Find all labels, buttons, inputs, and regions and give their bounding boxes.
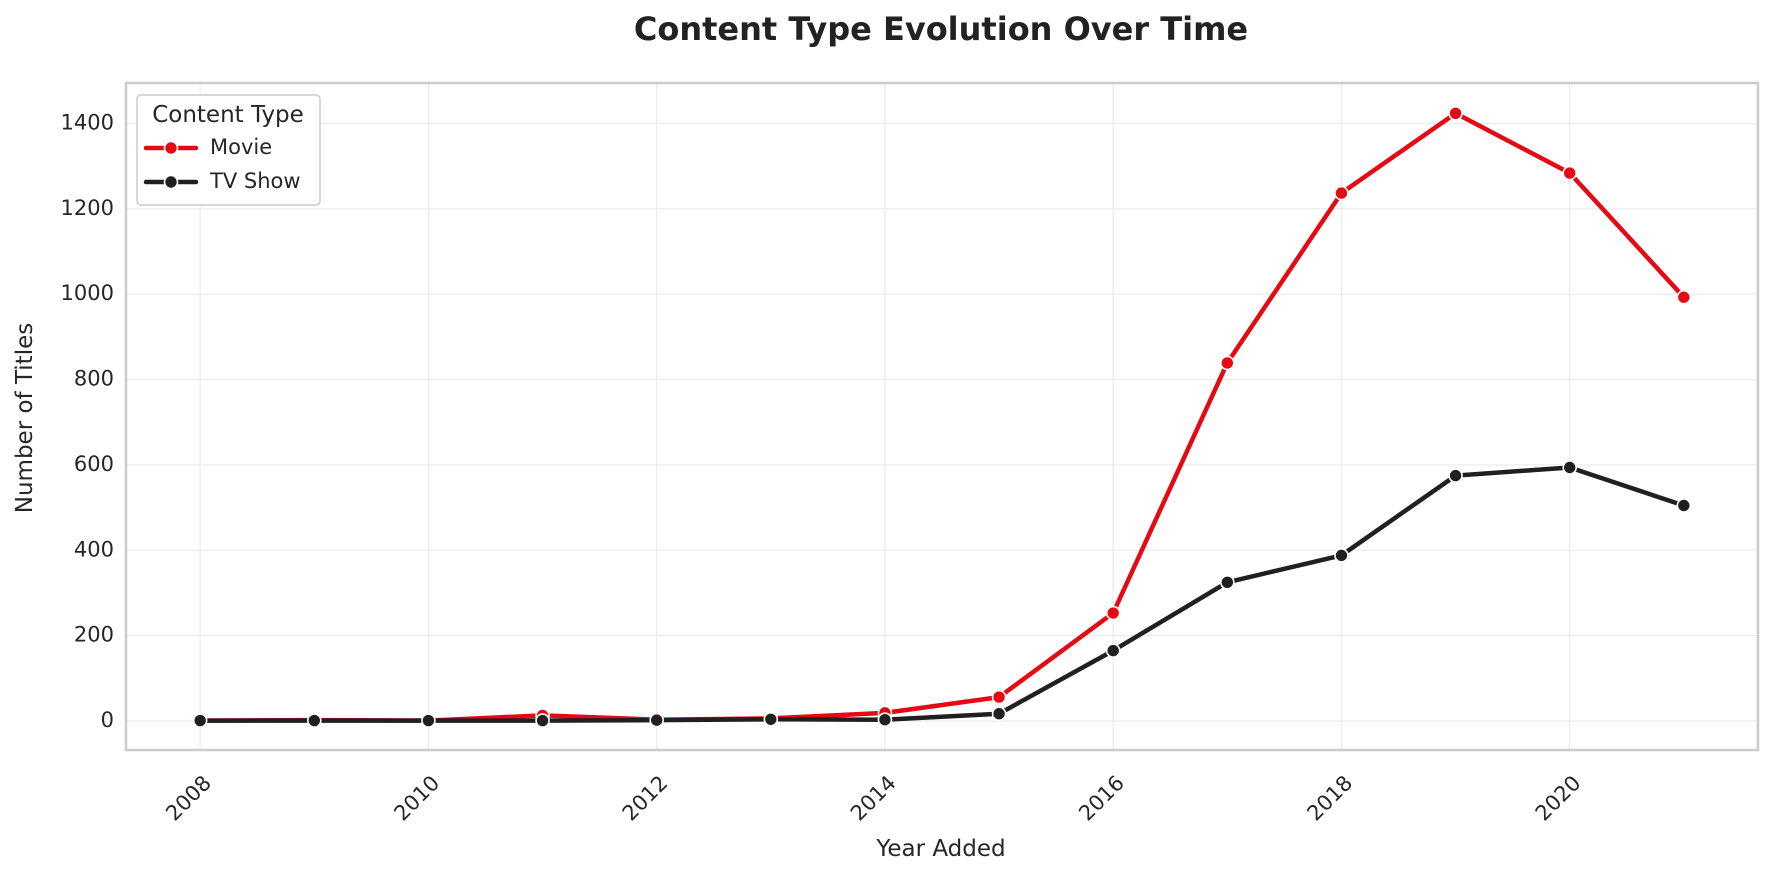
data-point-tv-show: [307, 713, 322, 728]
data-point-movie: [991, 689, 1007, 705]
y-tick-label: 200: [74, 623, 114, 647]
legend-entry-tv-show: TV Show: [143, 169, 301, 193]
y-tick-label: 400: [74, 537, 114, 561]
x-tick-label: 2012: [618, 771, 673, 826]
data-point-movie: [1676, 289, 1692, 305]
series-line-movie: [197, 111, 1687, 723]
x-axis-ticks: 2008 2010 2012 2014 2016 2018 2020: [161, 771, 1585, 826]
legend-label-tv-show: TV Show: [209, 169, 301, 193]
legend-entry-movie: Movie: [143, 135, 272, 159]
y-tick-label: 1400: [61, 111, 114, 135]
data-point-tv-show: [1562, 460, 1577, 475]
x-tick-label: 2018: [1302, 771, 1357, 826]
x-tick-label: 2016: [1074, 771, 1129, 826]
x-tick-label: 2008: [161, 771, 216, 826]
legend-entries: Movie TV Show: [143, 135, 301, 193]
data-point-movie: [1562, 165, 1577, 181]
y-tick-label: 0: [101, 708, 114, 732]
data-point-tv-show: [535, 713, 550, 728]
legend-label-movie: Movie: [210, 135, 272, 159]
y-tick-label: 1000: [61, 281, 114, 305]
data-point-tv-show: [991, 706, 1007, 722]
legend-box: [136, 94, 321, 206]
series-layer: [192, 105, 1692, 728]
series-tv-show: [192, 460, 1692, 728]
data-point-tv-show: [1220, 574, 1235, 590]
x-tick-label: 2014: [846, 771, 901, 826]
y-axis-ticks: 0 200 400 600 800 1000 1200 1400: [61, 111, 114, 732]
data-point-tv-show: [1105, 643, 1121, 658]
y-tick-label: 800: [74, 367, 114, 391]
data-point-tv-show: [421, 713, 436, 728]
legend-marker-tv-show: [163, 174, 179, 190]
series-movie: [192, 105, 1692, 728]
y-tick-label: 1200: [61, 196, 114, 220]
x-tick-label: 2020: [1531, 771, 1586, 826]
grid: [126, 83, 1758, 750]
x-tick-label: 2010: [389, 771, 444, 826]
y-tick-label: 600: [74, 452, 114, 476]
plot-frame: [124, 81, 1760, 752]
x-axis-label: Year Added: [875, 836, 1005, 862]
data-point-tv-show: [192, 713, 208, 728]
data-point-tv-show: [877, 712, 893, 728]
y-axis-label: Number of Titles: [12, 323, 38, 513]
legend-marker-movie: [163, 140, 179, 156]
data-point-tv-show: [1676, 498, 1692, 513]
data-point-movie: [1448, 105, 1463, 121]
data-point-movie: [1334, 185, 1349, 201]
series-line-tv-show: [197, 465, 1687, 723]
chart-title: Content Type Evolution Over Time: [634, 10, 1248, 48]
data-point-movie: [1105, 605, 1121, 621]
data-point-tv-show: [649, 712, 664, 728]
data-point-tv-show: [1334, 548, 1349, 563]
legend: Content Type Movie TV Show: [136, 94, 321, 206]
legend-title: Content Type: [152, 102, 304, 128]
data-point-movie: [1220, 355, 1235, 371]
data-point-tv-show: [763, 711, 779, 727]
data-point-tv-show: [1448, 468, 1463, 483]
